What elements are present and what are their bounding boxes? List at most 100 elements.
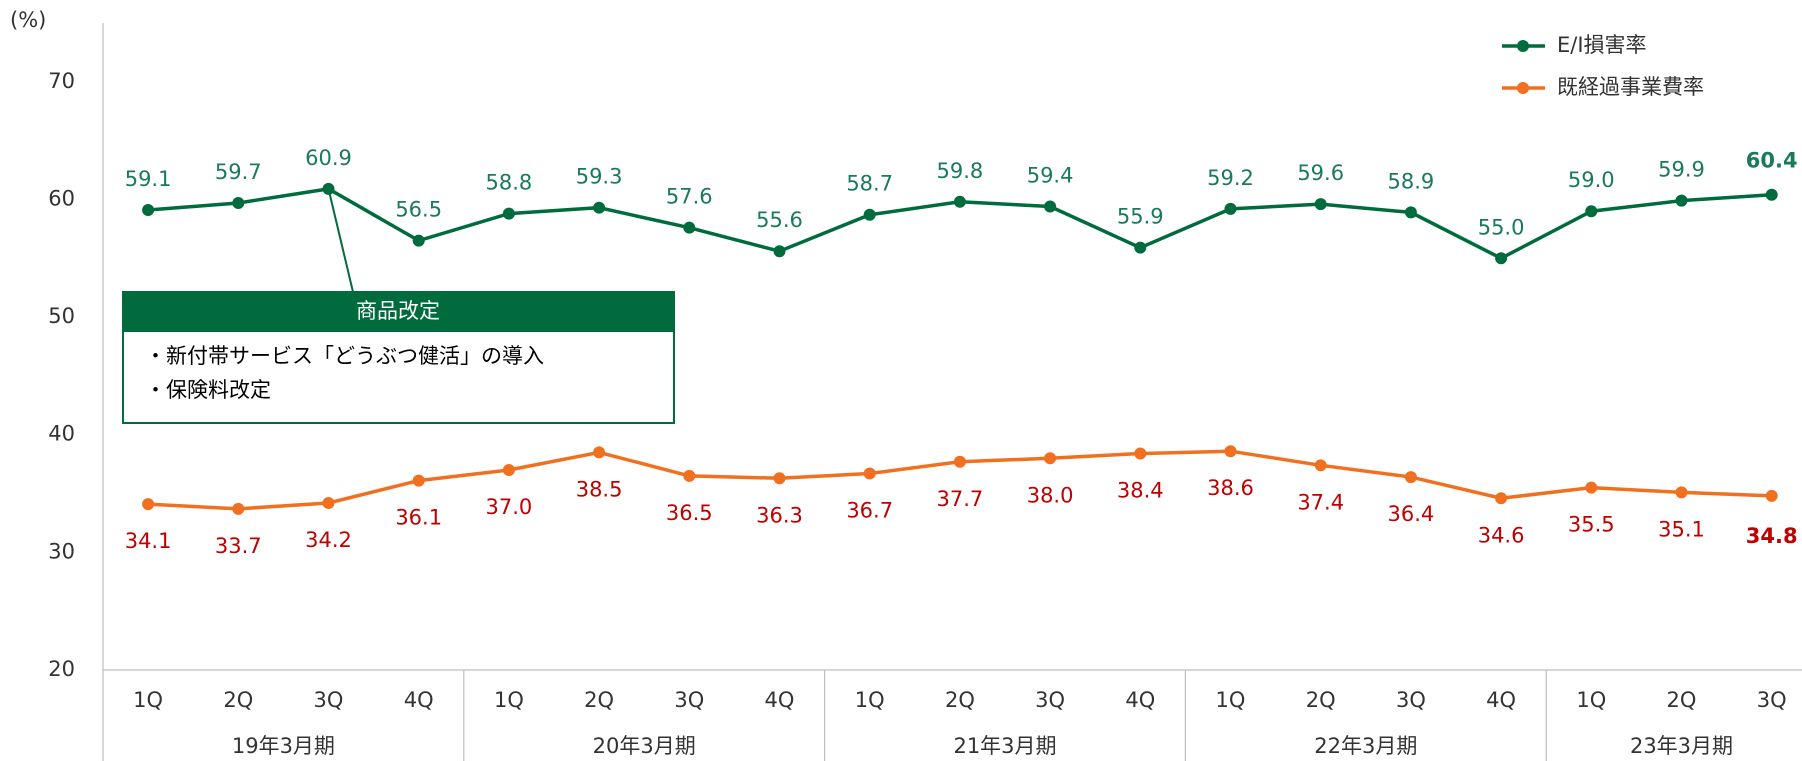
x-tick-label: 3Q [1757,688,1787,712]
y-tick-label: 70 [48,69,75,93]
point [412,474,425,487]
data-label: 58.7 [846,172,893,196]
data-label: 37.7 [937,487,984,511]
legend-marker [1517,82,1529,94]
data-label: 33.7 [215,534,262,558]
x-tick-label: 2Q [945,688,975,712]
data-label: 34.8 [1746,524,1798,548]
data-label: 59.2 [1207,166,1254,190]
point [1314,198,1327,211]
data-label: 55.0 [1478,215,1525,239]
x-tick-label: 3Q [674,688,704,712]
y-tick-label: 50 [48,304,75,328]
point [1134,241,1147,254]
x-tick-label: 3Q [1035,688,1065,712]
data-label: 59.7 [215,160,262,184]
point [1044,452,1057,465]
data-label: 59.3 [576,165,623,189]
x-tick-label: 4Q [404,688,434,712]
data-label: 58.9 [1388,169,1435,193]
x-tick-label: 4Q [1125,688,1155,712]
point [1044,200,1057,213]
legend-label: E/I損害率 [1557,33,1647,57]
data-label: 38.0 [1027,483,1074,507]
point [593,201,606,214]
data-label: 36.1 [395,506,442,530]
point [1224,445,1237,458]
data-label: 36.3 [756,503,803,527]
data-label: 56.5 [395,198,442,222]
data-label: 58.8 [486,171,533,195]
point [1765,188,1778,201]
data-label: 36.4 [1388,502,1435,526]
legend-label: 既経過事業費率 [1557,75,1704,99]
annotation: 商品改定 ・新付帯サービス「どうぶつ健活」の導入 ・保険料改定 [122,291,675,424]
annotation-line: ・保険料改定 [145,378,271,402]
point [412,234,425,247]
y-unit: (%) [10,8,46,32]
point [1585,205,1598,218]
point [1675,194,1688,207]
data-label: 59.9 [1658,158,1705,182]
point [502,207,515,220]
data-label: 38.6 [1207,476,1254,500]
data-label: 59.4 [1027,164,1074,188]
point [593,446,606,459]
data-label: 35.5 [1568,513,1615,537]
point [953,195,966,208]
point [322,496,335,509]
point [142,498,155,511]
point [232,502,245,515]
point [232,196,245,209]
y-tick-label: 40 [48,422,75,446]
x-tick-label: 3Q [314,688,344,712]
annotation-title: 商品改定 [356,299,440,323]
y-tick-label: 60 [48,186,75,210]
x-group-label: 22年3月期 [1314,734,1417,758]
data-label: 59.6 [1297,161,1344,185]
point [773,245,786,258]
point [953,455,966,468]
point [1404,206,1417,219]
annotation-header [123,292,674,332]
x-tick-label: 1Q [1576,688,1606,712]
callout-line [327,188,354,293]
data-label: 37.4 [1297,490,1344,514]
x-tick-label: 2Q [1306,688,1336,712]
point [863,467,876,480]
data-label: 55.9 [1117,205,1164,229]
point [142,204,155,217]
data-label: 57.6 [666,185,713,209]
x-tick-label: 1Q [1216,688,1246,712]
data-label: 59.0 [1568,168,1615,192]
data-label: 37.0 [486,495,533,519]
data-label: 55.6 [756,208,803,232]
point [322,182,335,195]
x-tick-label: 3Q [1396,688,1426,712]
point [1675,486,1688,499]
legend-marker [1517,40,1529,52]
x-tick-label: 2Q [584,688,614,712]
annotation-line: ・新付帯サービス「どうぶつ健活」の導入 [145,344,544,368]
point [1134,447,1147,460]
y-tick-label: 30 [48,539,75,563]
point [1495,492,1508,505]
x-group-label: 19年3月期 [232,734,335,758]
point [1765,489,1778,502]
data-label: 34.2 [305,528,352,552]
point [1314,459,1327,472]
point [1224,202,1237,215]
x-tick-label: 4Q [765,688,795,712]
point [683,469,696,482]
data-label: 34.1 [125,529,172,553]
point [683,221,696,234]
point [773,472,786,485]
data-label: 59.1 [125,167,172,191]
data-label: 60.4 [1746,149,1798,173]
y-tick-label: 20 [48,657,75,681]
point [863,208,876,221]
x-tick-label: 4Q [1486,688,1516,712]
x-tick-label: 2Q [223,688,253,712]
data-label: 38.4 [1117,479,1164,503]
